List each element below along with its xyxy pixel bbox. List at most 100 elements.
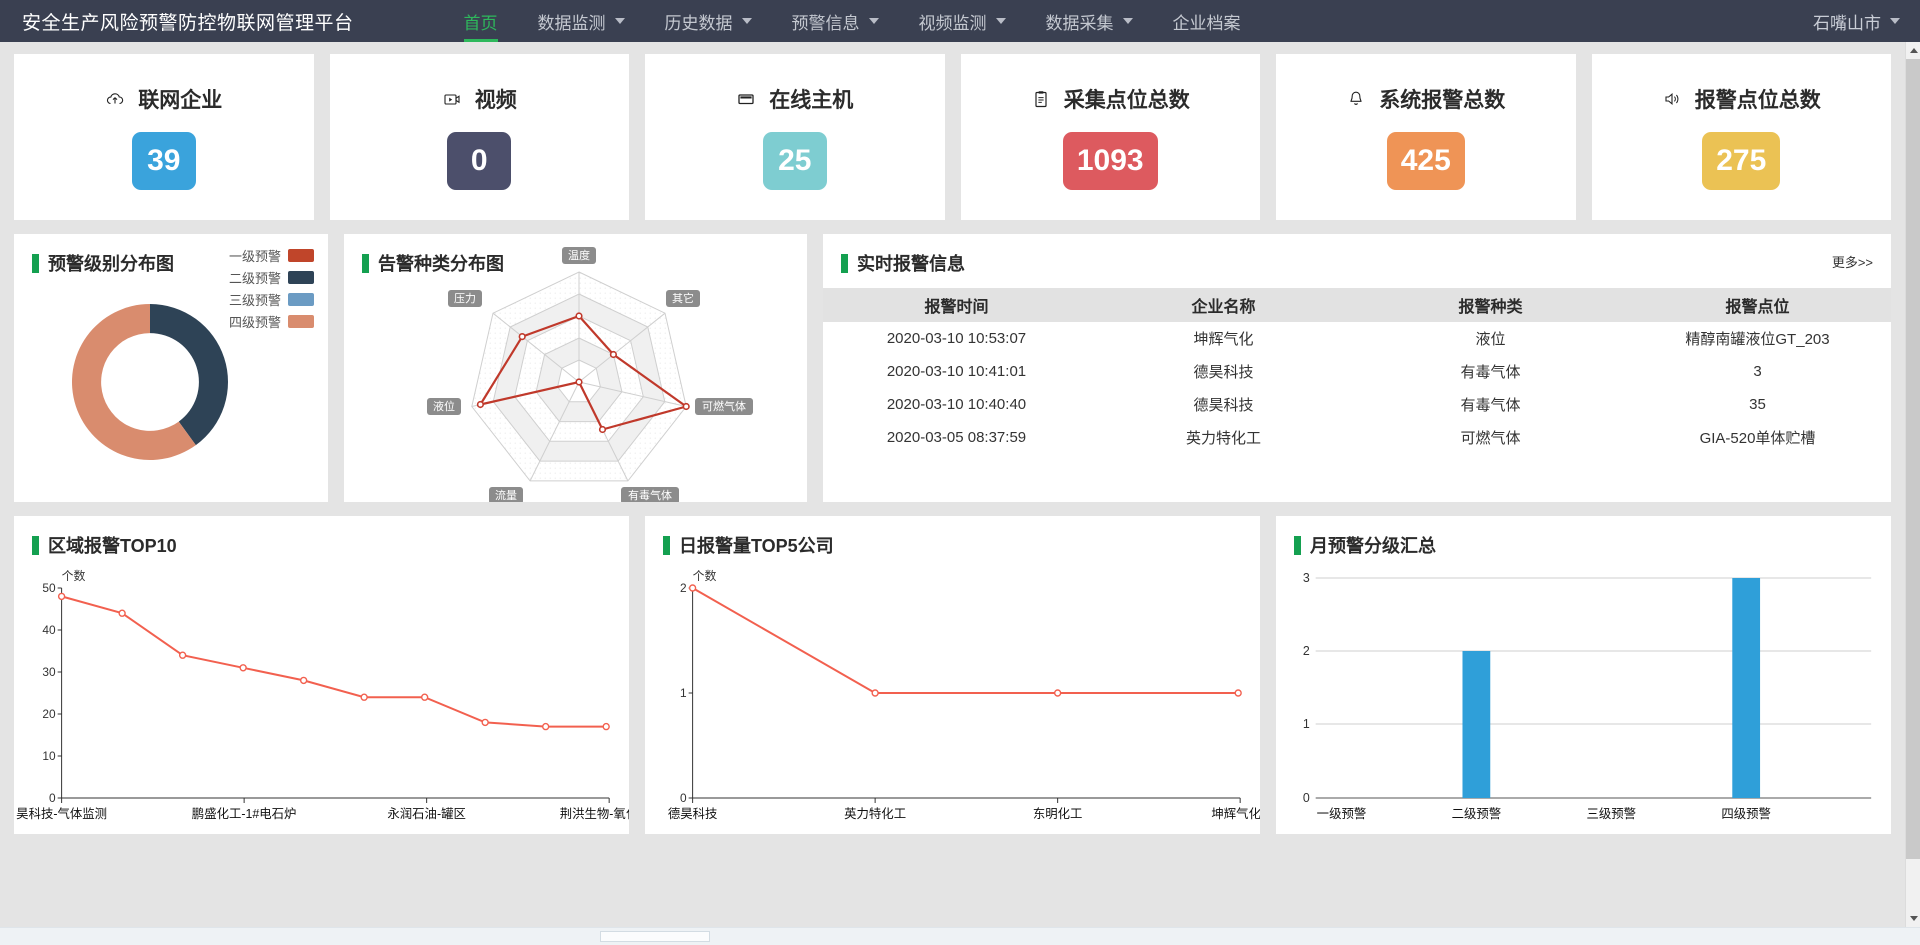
svg-text:二级预警: 二级预警 bbox=[1452, 806, 1502, 821]
scroll-down-button[interactable] bbox=[1906, 910, 1920, 927]
nav-item-warning-info[interactable]: 预警信息 bbox=[792, 0, 879, 42]
stat-card-alarm-points[interactable]: 报警点位总数 275 bbox=[1591, 54, 1891, 220]
legend-item-level3[interactable]: 三级预警 bbox=[229, 288, 314, 310]
nav-item-data-collection[interactable]: 数据采集 bbox=[1046, 0, 1133, 42]
chevron-down-icon bbox=[1909, 916, 1918, 921]
nav-item-history-data[interactable]: 历史数据 bbox=[665, 0, 752, 42]
svg-text:三级预警: 三级预警 bbox=[1586, 806, 1636, 821]
daily-top5-line-chart[interactable]: 个数 0 1 2 bbox=[645, 558, 1260, 834]
chevron-down-icon bbox=[995, 18, 1006, 24]
more-link[interactable]: 更多>> bbox=[1831, 255, 1873, 270]
cell-time: 2020-03-10 10:40:40 bbox=[886, 396, 1027, 413]
chevron-up-icon bbox=[1909, 48, 1918, 53]
third-row: 区域报警TOP10 个数 0 10 20 30 40 50 bbox=[14, 516, 1891, 834]
column-header-company: 企业名称 bbox=[1090, 288, 1357, 322]
alarm-table: 报警时间 企业名称 报警种类 报警点位 2020-03-10 10:53:07 … bbox=[823, 288, 1891, 454]
nav-label: 数据采集 bbox=[1045, 13, 1114, 33]
cell-type: 有毒气体 bbox=[1460, 397, 1521, 414]
chevron-down-icon bbox=[868, 18, 879, 24]
legend-item-level4[interactable]: 四级预警 bbox=[229, 310, 314, 332]
svg-text:流量: 流量 bbox=[495, 488, 517, 502]
svg-text:20: 20 bbox=[42, 707, 56, 721]
panel-daily-alarm-top5: 日报警量TOP5公司 个数 0 1 2 bbox=[645, 516, 1260, 834]
column-header-point: 报警点位 bbox=[1624, 288, 1891, 322]
svg-text:2: 2 bbox=[680, 581, 687, 595]
video-play-icon bbox=[442, 89, 462, 109]
stat-card-connected-enterprises[interactable]: 联网企业 39 bbox=[14, 54, 314, 220]
donut-chart[interactable] bbox=[14, 276, 328, 502]
card-title: 视频 bbox=[474, 89, 517, 112]
horizontal-scrollbar[interactable] bbox=[0, 927, 1920, 945]
svg-text:一级预警: 一级预警 bbox=[1317, 806, 1367, 821]
nav-item-enterprise-archive[interactable]: 企业档案 bbox=[1173, 0, 1241, 42]
table-row[interactable]: 2020-03-10 10:40:40 德昊科技 有毒气体 35 bbox=[823, 388, 1891, 421]
chevron-down-icon bbox=[614, 18, 625, 24]
stat-card-system-alarms[interactable]: 系统报警总数 425 bbox=[1276, 54, 1576, 220]
svg-text:坤辉气化: 坤辉气化 bbox=[1211, 806, 1260, 821]
vertical-scrollbar[interactable] bbox=[1905, 42, 1920, 927]
radar-chart[interactable]: 温度 其它 可燃气体 有毒气体 流量 液位 压力 bbox=[344, 234, 807, 502]
panel-title: 预警级别分布图 bbox=[48, 254, 174, 274]
cell-point: 精醇南罐液位GT_203 bbox=[1685, 331, 1830, 348]
svg-text:压力: 压力 bbox=[454, 292, 476, 305]
panel-title: 告警种类分布图 bbox=[378, 254, 504, 274]
cell-company: 德昊科技 bbox=[1193, 397, 1254, 414]
cell-type: 可燃气体 bbox=[1460, 430, 1521, 447]
panel-realtime-alarms: 实时报警信息 更多>> 报警时间 企业名称 报警种类 报警点位 2020-03-… bbox=[823, 234, 1891, 502]
stat-card-collection-points[interactable]: 采集点位总数 1093 bbox=[960, 54, 1260, 220]
table-row[interactable]: 2020-03-05 08:37:59 英力特化工 可燃气体 GIA-520单体… bbox=[823, 421, 1891, 454]
nav-item-video-monitor[interactable]: 视频监测 bbox=[919, 0, 1006, 42]
cell-point: 35 bbox=[1749, 396, 1766, 413]
city-selector[interactable]: 石嘴山市 bbox=[1813, 9, 1900, 34]
stat-card-online-hosts[interactable]: 在线主机 25 bbox=[645, 54, 945, 220]
stat-card-video[interactable]: 视频 0 bbox=[329, 54, 629, 220]
column-header-time: 报警时间 bbox=[823, 288, 1090, 322]
monitor-icon bbox=[736, 89, 756, 109]
nav-item-home[interactable]: 首页 bbox=[463, 0, 498, 42]
svg-text:2: 2 bbox=[1303, 644, 1310, 658]
panel-header: 月预警分级汇总 bbox=[1276, 516, 1891, 558]
legend-label: 三级预警 bbox=[228, 292, 281, 308]
donut-legend: 一级预警 二级预警 三级预警 四级预警 bbox=[229, 244, 314, 332]
cell-time: 2020-03-05 08:37:59 bbox=[886, 429, 1027, 446]
nav-label: 预警信息 bbox=[791, 13, 860, 33]
nav-label: 企业档案 bbox=[1172, 13, 1241, 33]
scroll-up-button[interactable] bbox=[1906, 42, 1920, 59]
svg-text:温度: 温度 bbox=[568, 248, 590, 262]
legend-swatch bbox=[288, 292, 314, 306]
legend-item-level2[interactable]: 二级预警 bbox=[229, 266, 314, 288]
stat-card-row: 联网企业 39 视频 0 在线主机 25 bbox=[14, 54, 1891, 220]
panel-header: 日报警量TOP5公司 bbox=[645, 516, 1260, 558]
svg-text:0: 0 bbox=[680, 791, 687, 805]
card-header: 采集点位总数 bbox=[1031, 84, 1190, 114]
card-title: 采集点位总数 bbox=[1063, 89, 1190, 112]
panel-header: 预警级别分布图 bbox=[14, 234, 328, 276]
legend-label: 二级预警 bbox=[228, 270, 281, 286]
legend-item-level1[interactable]: 一级预警 bbox=[229, 244, 314, 266]
svg-text:1: 1 bbox=[680, 686, 687, 700]
nav-label: 首页 bbox=[463, 13, 498, 33]
table-row[interactable]: 2020-03-10 10:53:07 坤辉气化 液位 精醇南罐液位GT_203 bbox=[823, 322, 1891, 355]
legend-swatch bbox=[288, 248, 314, 262]
panel-header: 实时报警信息 bbox=[823, 234, 1891, 276]
panel-warning-level-distribution: 预警级别分布图 一级预警 二级预警 三级预警 四级预警 bbox=[14, 234, 328, 502]
card-value-badge: 25 bbox=[762, 132, 827, 190]
horizontal-scroll-thumb[interactable] bbox=[600, 931, 710, 942]
title-accent-bar bbox=[32, 253, 39, 273]
cell-time: 2020-03-10 10:41:01 bbox=[886, 363, 1027, 380]
card-header: 在线主机 bbox=[736, 84, 853, 114]
cell-point: GIA-520单体贮槽 bbox=[1699, 430, 1816, 447]
panel-region-alarm-top10: 区域报警TOP10 个数 0 10 20 30 40 50 bbox=[14, 516, 629, 834]
nav-item-data-monitor[interactable]: 数据监测 bbox=[538, 0, 625, 42]
title-accent-bar bbox=[32, 535, 39, 555]
svg-text:四级预警: 四级预警 bbox=[1721, 806, 1771, 821]
region-top10-line-chart[interactable]: 个数 0 10 20 30 40 50 bbox=[14, 558, 629, 834]
table-row[interactable]: 2020-03-10 10:41:01 德昊科技 有毒气体 3 bbox=[823, 355, 1891, 388]
chevron-down-icon bbox=[1122, 18, 1133, 24]
vertical-scroll-thumb[interactable] bbox=[1906, 59, 1920, 859]
panel-title: 月预警分级汇总 bbox=[1310, 536, 1436, 556]
month-level-bar-chart[interactable]: 0 1 2 3 一级预警 二级预警 三级预警 四级预警 bbox=[1276, 558, 1891, 834]
card-header: 联网企业 bbox=[105, 84, 222, 114]
cloud-upload-icon bbox=[105, 89, 125, 109]
card-value-badge: 0 bbox=[447, 132, 512, 190]
